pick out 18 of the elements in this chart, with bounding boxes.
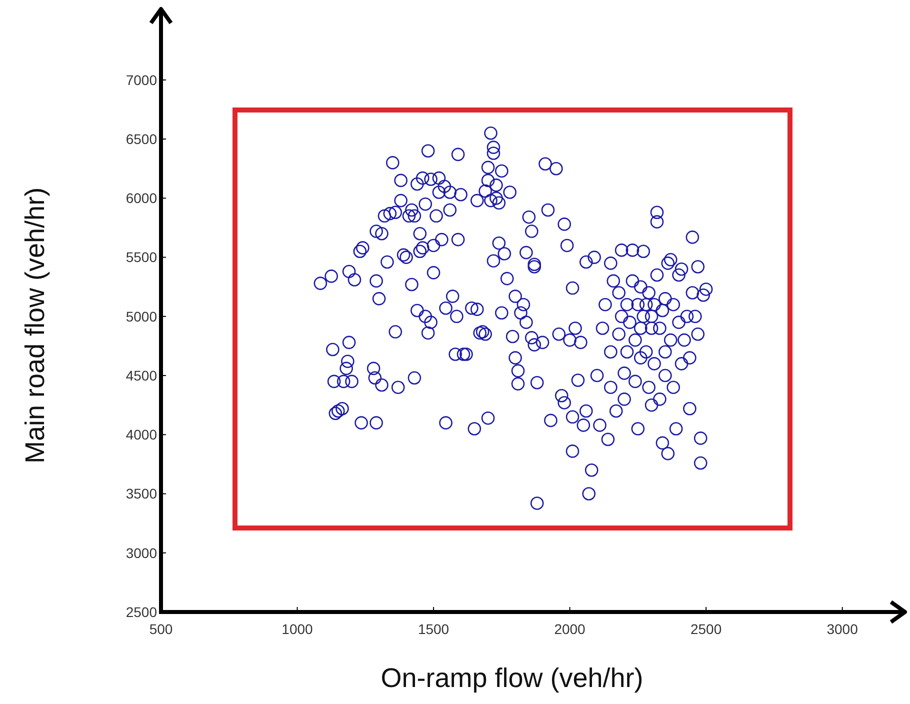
y-tick-label: 3000 <box>126 544 158 561</box>
y-tick-label: 4500 <box>126 367 158 384</box>
x-tick-label: 1500 <box>418 621 450 637</box>
y-tick-label: 7000 <box>126 72 158 88</box>
y-axis-title: Main road flow (veh/hr) <box>20 187 50 464</box>
y-tick-label: 4000 <box>126 426 158 443</box>
x-tick-label: 2000 <box>554 621 586 637</box>
y-tick-label: 5000 <box>126 308 158 324</box>
x-tick-label: 1000 <box>282 621 314 637</box>
y-tick-label: 5500 <box>126 249 158 266</box>
x-tick-label: 500 <box>149 621 173 637</box>
y-tick-label: 6000 <box>126 190 158 206</box>
y-tick-label: 3500 <box>126 486 158 502</box>
y-tick-label: 2500 <box>126 604 158 620</box>
x-axis-title: On-ramp flow (veh/hr) <box>380 663 644 693</box>
x-tick-label: 3000 <box>826 621 858 637</box>
y-tick-label: 6500 <box>126 130 158 147</box>
x-tick-label: 2500 <box>690 621 722 637</box>
